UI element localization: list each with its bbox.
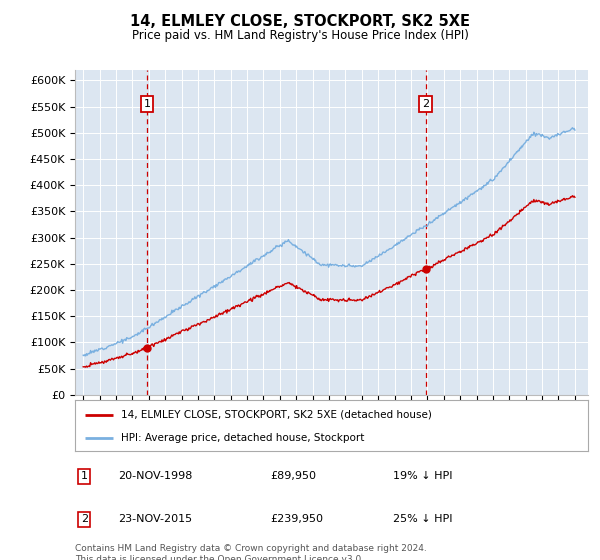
Text: HPI: Average price, detached house, Stockport: HPI: Average price, detached house, Stoc… [121, 433, 365, 443]
Text: 23-NOV-2015: 23-NOV-2015 [119, 515, 193, 524]
Text: 20-NOV-1998: 20-NOV-1998 [119, 472, 193, 481]
Text: £89,950: £89,950 [270, 472, 316, 481]
Text: Price paid vs. HM Land Registry's House Price Index (HPI): Price paid vs. HM Land Registry's House … [131, 29, 469, 42]
Text: 1: 1 [143, 99, 151, 109]
Text: 14, ELMLEY CLOSE, STOCKPORT, SK2 5XE (detached house): 14, ELMLEY CLOSE, STOCKPORT, SK2 5XE (de… [121, 409, 432, 419]
Text: 25% ↓ HPI: 25% ↓ HPI [393, 515, 452, 524]
Text: 19% ↓ HPI: 19% ↓ HPI [393, 472, 452, 481]
Text: 14, ELMLEY CLOSE, STOCKPORT, SK2 5XE: 14, ELMLEY CLOSE, STOCKPORT, SK2 5XE [130, 14, 470, 29]
Text: 2: 2 [80, 515, 88, 524]
Text: £239,950: £239,950 [270, 515, 323, 524]
Text: 2: 2 [422, 99, 429, 109]
Text: Contains HM Land Registry data © Crown copyright and database right 2024.
This d: Contains HM Land Registry data © Crown c… [75, 544, 427, 560]
Text: 1: 1 [81, 472, 88, 481]
